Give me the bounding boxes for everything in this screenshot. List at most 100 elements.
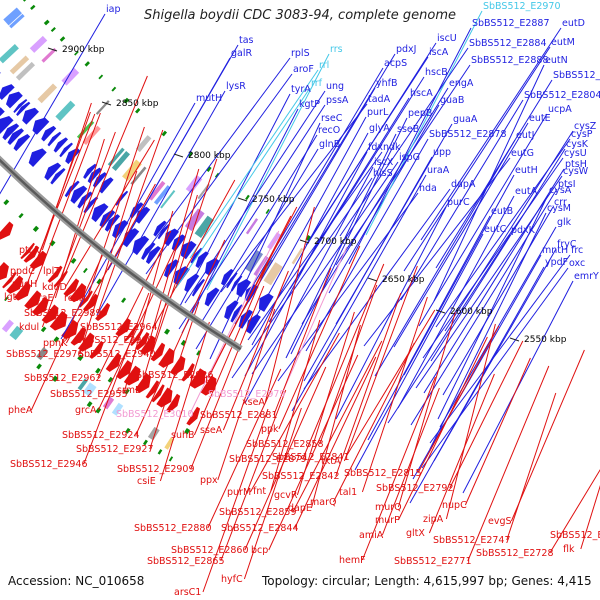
leader-line [294, 356, 377, 529]
gene-label: hemF [339, 555, 366, 566]
kbp-label: 2700 kbp [314, 237, 357, 247]
functional-category-ring [9, 55, 30, 75]
leader-line [281, 246, 348, 395]
gene-label: SbBS512_E2979 [208, 389, 286, 400]
leader-line [343, 265, 418, 462]
gene-label: SbBS512_E2844 [221, 523, 299, 534]
gene-label: hyfC [221, 574, 243, 585]
functional-category-ring [77, 378, 88, 391]
gene-label: nudH [12, 279, 37, 290]
leader-line [397, 195, 515, 409]
gene-label: ptsH [565, 159, 587, 170]
leader-line [30, 250, 105, 411]
tick-dash-ring [53, 336, 60, 343]
tick-dash-ring [40, 326, 47, 333]
kbp-label: 2750 kbp [252, 195, 295, 205]
leader-line [449, 340, 524, 489]
functional-category-ring [122, 159, 142, 182]
functional-category-ring [160, 189, 176, 209]
gene-label: aroF [293, 64, 314, 75]
leader-line [139, 194, 198, 391]
leader-line [97, 238, 180, 411]
forward-cds-arrow [91, 203, 109, 223]
outer-dash-ring [95, 407, 102, 414]
gene-label: tas [239, 35, 254, 46]
leader-line [403, 174, 515, 376]
gene-label: emrY [574, 271, 599, 282]
gene-label: eutG [511, 148, 534, 159]
reverse-cds-arrow [23, 245, 40, 263]
leader-line [290, 117, 408, 355]
inner-dash-ring [23, 0, 27, 2]
leader-line [178, 104, 326, 330]
leader-line [268, 354, 359, 551]
inner-dash-ring [59, 36, 66, 42]
forward-cds-arrow [112, 219, 129, 239]
reverse-cds-arrow [69, 283, 87, 303]
leader-line [339, 47, 469, 237]
functional-category-ring [29, 35, 48, 53]
gene-label: tal1 [339, 487, 357, 498]
gene-label: lplT [43, 266, 60, 277]
gene-label: SbBS512_E2989 [24, 308, 102, 319]
gene-label: SbBS512_E2927 [76, 444, 154, 455]
functional-category-ring [135, 135, 152, 153]
gene-label: SbBS512_E2946 [10, 459, 88, 470]
tick-dash-ring [49, 240, 56, 247]
leader-line [328, 104, 440, 294]
reverse-cds-arrow [186, 406, 201, 426]
forward-cds-arrow [47, 131, 62, 147]
functional-category-ring [41, 47, 57, 63]
leader-line [195, 148, 319, 350]
reverse-cds-arrow [124, 324, 138, 342]
gene-label: eutH [515, 165, 538, 176]
functional-category-ring [37, 83, 58, 104]
gene-label: eutD [562, 18, 585, 29]
forward-cds-arrow [2, 123, 20, 141]
forward-cds-arrow [191, 278, 205, 297]
gene-label: uraA [427, 165, 450, 176]
leader-line [231, 177, 373, 379]
gene-label: guaA [453, 114, 478, 125]
gene-label: SbBS512_E2792 [376, 483, 454, 494]
gene-label: ptrA [19, 245, 40, 256]
outer-dash-ring [157, 449, 163, 455]
leader-line [393, 122, 529, 348]
tick-dash-ring [95, 367, 101, 374]
gene-label: cysZ [574, 121, 597, 132]
functional-category-ring [9, 325, 24, 341]
gene-label: glk [557, 217, 572, 228]
forward-cds-arrow [135, 206, 151, 224]
gene-label: upp [433, 147, 451, 158]
gene-label: fryC [557, 239, 577, 250]
gene-label: SbBS512_E2955 [50, 389, 128, 400]
gene-label: SbBS512_E2940 [78, 349, 156, 360]
reverse-cds-arrow [115, 360, 132, 380]
inner-dash-ring [43, 19, 50, 26]
forward-cds-arrow [5, 91, 23, 109]
gene-label: SbBS512_E2888 [471, 55, 549, 66]
kbp-label: 2650 kbp [382, 275, 425, 285]
gene-label: engA [449, 78, 474, 89]
gene-label: tktA [321, 456, 341, 467]
forward-cds-arrow [65, 147, 81, 165]
outer-dash-ring [142, 439, 148, 446]
leader-line [365, 10, 483, 236]
leader-line [243, 407, 302, 580]
functional-category-ring [36, 347, 49, 361]
gene-label: acpS [384, 58, 407, 69]
kbp-scale-marks: 2900 kbp 2850 kbp 2800 kbp 2750 kbp 2700 kbp… [47, 45, 567, 345]
reverse-cds-arrow [14, 281, 31, 301]
forward-cds-arrow [50, 168, 66, 185]
gene-label: tadA [368, 94, 391, 105]
gene-label: flk [563, 544, 575, 555]
forward-cds-arrow [83, 196, 99, 214]
gene-label: ptsI [558, 179, 576, 190]
gene-label: rrs [330, 44, 343, 55]
gene-label: bcp [251, 545, 268, 556]
forward-cds-arrow [53, 137, 69, 153]
kbp-tick [173, 153, 184, 158]
leader-line [217, 308, 276, 481]
